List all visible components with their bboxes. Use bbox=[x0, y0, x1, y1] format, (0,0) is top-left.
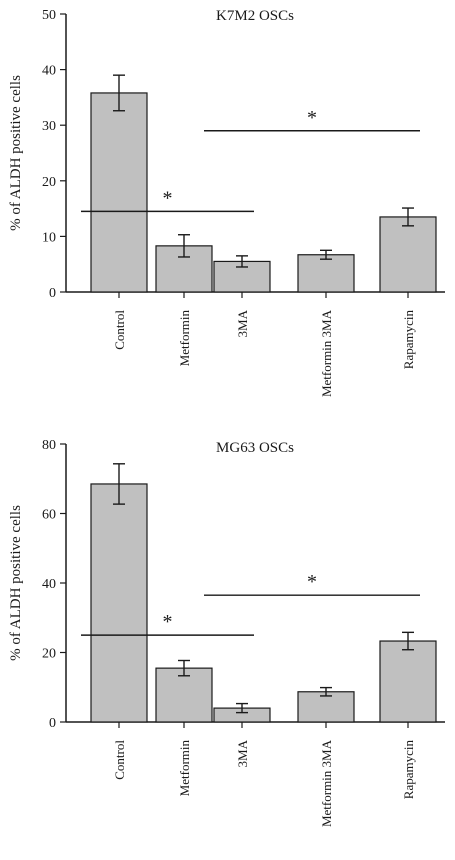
y-tick-label: 50 bbox=[42, 8, 56, 23]
category-label: Control bbox=[112, 740, 127, 780]
bar bbox=[297, 691, 355, 723]
y-tick-label: 60 bbox=[42, 508, 56, 523]
bar bbox=[297, 254, 355, 293]
y-tick-label: 30 bbox=[42, 119, 56, 134]
category-label: Metformin 3MA bbox=[319, 739, 334, 827]
significance-star: * bbox=[307, 107, 317, 129]
y-axis-label: % of ALDH positive cells bbox=[8, 505, 24, 661]
y-tick-label: 40 bbox=[42, 577, 56, 592]
bar bbox=[379, 216, 437, 293]
y-tick-label: 0 bbox=[49, 716, 56, 731]
significance-star: * bbox=[163, 187, 173, 209]
category-label: Metformin bbox=[177, 310, 192, 367]
category-label: 3MA bbox=[235, 739, 250, 767]
chart-title: K7M2 OSCs bbox=[216, 8, 294, 24]
bar bbox=[90, 92, 148, 293]
y-tick-label: 10 bbox=[42, 230, 56, 245]
mg63-panel: 0 20 40 60 80 Control Metformin 3MA Metformin 3M… bbox=[8, 438, 445, 827]
significance-star: * bbox=[163, 611, 173, 633]
category-label: Rapamycin bbox=[401, 740, 416, 800]
chart-title: MG63 OSCs bbox=[216, 440, 294, 456]
bar bbox=[379, 640, 437, 723]
category-label: Control bbox=[112, 310, 127, 350]
category-label: Metformin bbox=[177, 740, 192, 797]
category-label: Metformin 3MA bbox=[319, 309, 334, 397]
bar bbox=[90, 483, 148, 723]
y-tick-label: 40 bbox=[42, 64, 56, 79]
k7m2-panel: 0 10 20 30 40 50 Control Metformin 3MA Metformin … bbox=[8, 8, 445, 397]
significance-star: * bbox=[307, 571, 317, 593]
bar bbox=[155, 667, 213, 723]
category-label: Rapamycin bbox=[401, 310, 416, 370]
y-tick-label: 80 bbox=[42, 438, 56, 453]
category-label: 3MA bbox=[235, 309, 250, 337]
y-tick-label: 20 bbox=[42, 175, 56, 190]
y-tick-label: 20 bbox=[42, 647, 56, 662]
y-tick-label: 0 bbox=[49, 286, 56, 301]
y-axis-label: % of ALDH positive cells bbox=[8, 75, 24, 231]
